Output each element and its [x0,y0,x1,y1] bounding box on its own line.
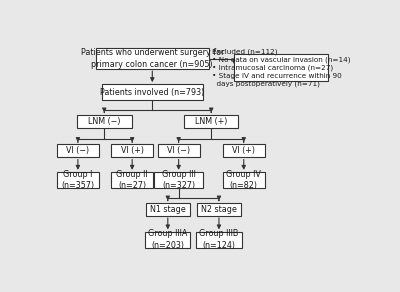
Text: VI (−): VI (−) [167,146,190,155]
Text: Patients who underwent surgery for
primary colon cancer (n=905): Patients who underwent surgery for prima… [80,48,224,69]
FancyBboxPatch shape [102,84,203,100]
FancyBboxPatch shape [184,115,238,128]
Text: Excluded (n=112)
• No data on vascular invasion (n=14)
• Intramucosal carcinoma : Excluded (n=112) • No data on vascular i… [212,48,350,87]
Text: N1 stage: N1 stage [150,205,186,214]
FancyBboxPatch shape [146,203,190,216]
Text: LNM (+): LNM (+) [195,117,227,126]
FancyBboxPatch shape [196,232,242,248]
FancyBboxPatch shape [154,172,203,188]
FancyBboxPatch shape [223,144,265,157]
Text: N2 stage: N2 stage [201,205,237,214]
FancyBboxPatch shape [111,144,153,157]
Text: Group IV
(n=82): Group IV (n=82) [226,170,261,190]
FancyBboxPatch shape [145,232,190,248]
FancyBboxPatch shape [96,48,209,69]
Text: Group I
(n=357): Group I (n=357) [61,170,94,190]
FancyBboxPatch shape [158,144,200,157]
Text: Patients involved (n=793): Patients involved (n=793) [100,88,204,97]
FancyBboxPatch shape [57,144,99,157]
Text: VI (+): VI (+) [121,146,144,155]
Text: Group IIIA
(n=203): Group IIIA (n=203) [148,230,188,250]
Text: VI (−): VI (−) [66,146,90,155]
Text: LNM (−): LNM (−) [88,117,120,126]
FancyBboxPatch shape [57,172,99,188]
FancyBboxPatch shape [234,54,328,81]
Text: VI (+): VI (+) [232,146,255,155]
FancyBboxPatch shape [223,172,265,188]
FancyBboxPatch shape [111,172,153,188]
FancyBboxPatch shape [77,115,132,128]
Text: Group IIIB
(n=124): Group IIIB (n=124) [199,230,239,250]
Text: Group II
(n=27): Group II (n=27) [116,170,148,190]
Text: Group III
(n=327): Group III (n=327) [162,170,196,190]
FancyBboxPatch shape [197,203,241,216]
